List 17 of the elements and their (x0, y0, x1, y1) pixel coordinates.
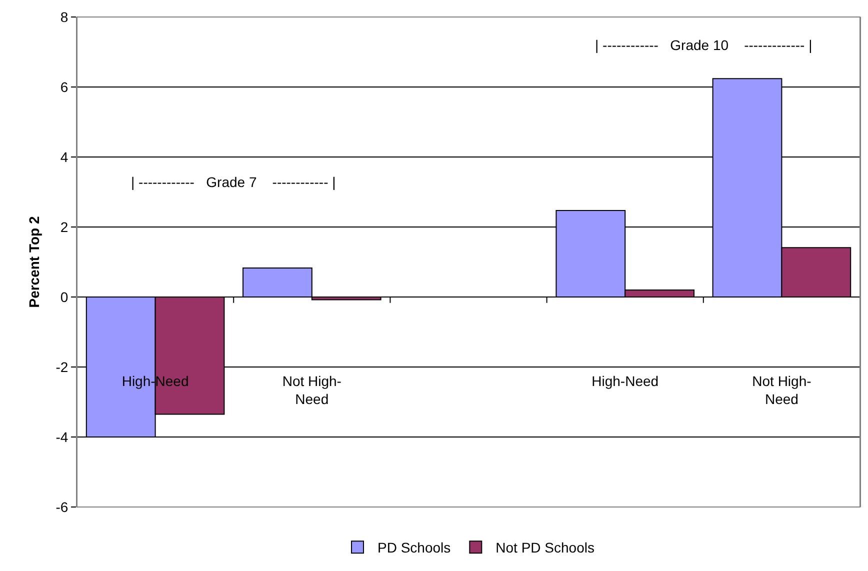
annotation: | ------------ Grade 7 ------------ | (131, 174, 336, 190)
y-tick-label: 6 (60, 78, 68, 95)
y-tick-label: -6 (56, 498, 68, 515)
x-tick-label: High-Need (592, 373, 659, 389)
y-tick-label: -4 (56, 428, 68, 445)
y-tick-label: 4 (60, 148, 68, 165)
x-tick-label: High-Need (122, 373, 189, 389)
legend-label: PD Schools (378, 540, 451, 556)
x-tick-label: Not High-Need (752, 373, 812, 408)
annotation: | ------------ Grade 10 ------------- | (595, 37, 812, 53)
x-tick-label: Not High-Need (282, 373, 342, 408)
y-axis-title: Percent Top 2 (26, 216, 42, 308)
y-tick-label: 2 (60, 218, 68, 235)
y-tick-label: 0 (60, 288, 68, 305)
y-tick-label: 8 (60, 8, 68, 25)
legend-label: Not PD Schools (496, 540, 594, 556)
y-tick-label: -2 (56, 358, 68, 375)
